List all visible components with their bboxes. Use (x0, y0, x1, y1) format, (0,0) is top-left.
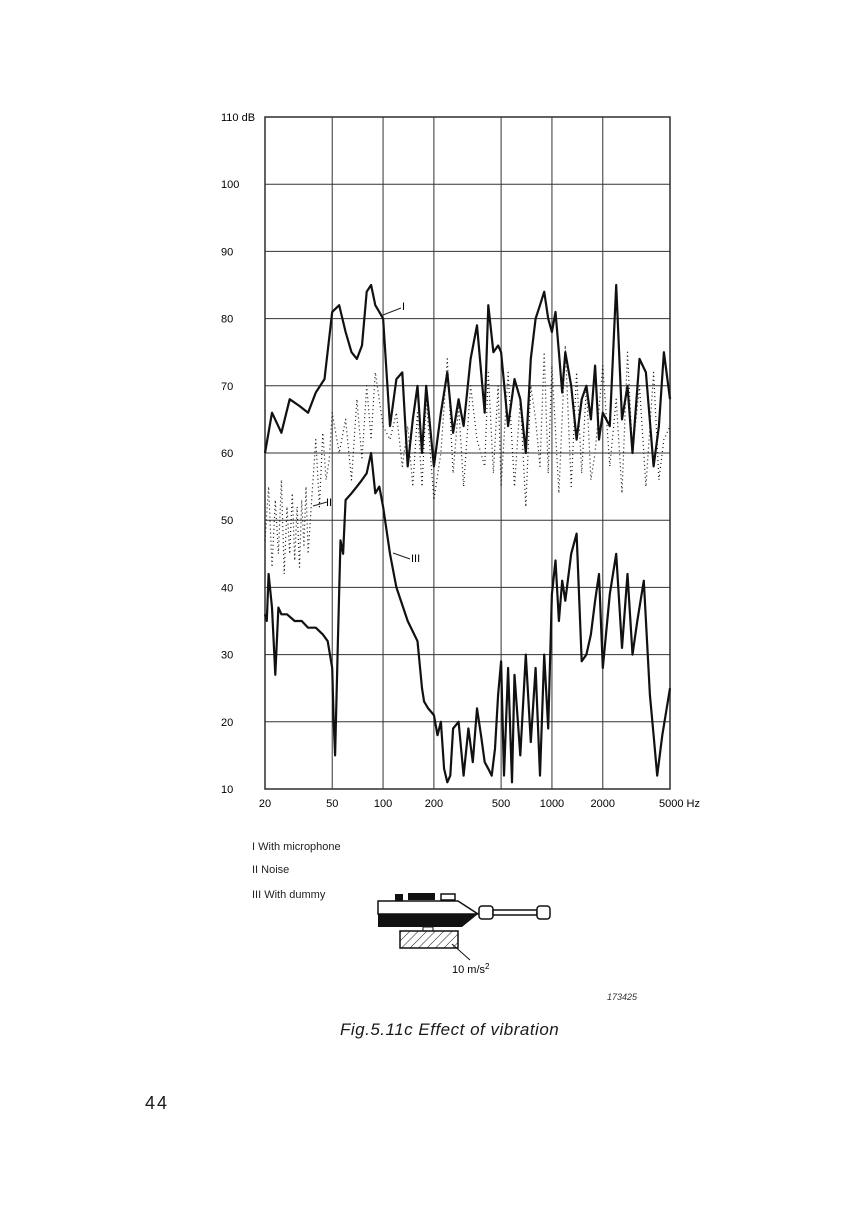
acceleration-value: 10 m/s (452, 964, 486, 976)
label-III: III (411, 553, 420, 565)
x-tick-label: 5000 Hz (659, 798, 700, 810)
tonearm-cap-mid (408, 893, 435, 900)
label-II: II (326, 497, 332, 509)
y-tick-label: 60 (221, 448, 233, 460)
chart-grid (264, 116, 671, 790)
y-tick-label: 100 (221, 179, 239, 191)
figure-caption: Fig.5.11c Effect of vibration (340, 1020, 560, 1039)
series-I-line (263, 283, 672, 468)
microphone-stem (492, 909, 538, 916)
x-tick-label: 500 (492, 798, 510, 810)
y-tick-label: 90 (221, 246, 233, 258)
label-I: I (402, 301, 405, 313)
pickup-body-upper (377, 900, 481, 915)
page-number: 44 (145, 1093, 170, 1113)
shaker-base (399, 930, 459, 949)
label-III-leader (392, 552, 411, 560)
y-tick-label: 80 (221, 314, 233, 326)
series-III-line (263, 451, 672, 784)
y-tick-label: 40 (221, 582, 233, 594)
legend-item-with-microphone: I With microphone (252, 841, 341, 853)
x-tick-label: 100 (374, 798, 392, 810)
x-tick-label: 20 (259, 798, 271, 810)
y-tick-label: 70 (221, 381, 233, 393)
y-tick-label: 20 (221, 717, 233, 729)
figure-id: 173425 (607, 992, 638, 1002)
label-I-leader (382, 307, 402, 316)
y-tick-label: 30 (221, 650, 233, 662)
vibration-setup-diagram: 10 m/s2 (377, 893, 551, 976)
x-tick-label: 2000 (591, 798, 615, 810)
x-tick-label: 1000 (540, 798, 564, 810)
series-lines (263, 283, 672, 784)
accel-leader (451, 943, 471, 961)
acceleration-label: 10 m/s2 (452, 962, 490, 976)
pickup-body-lower (378, 914, 478, 927)
curve-labels: I II III (312, 301, 420, 565)
y-tick-label: 110 dB (221, 112, 255, 124)
y-tick-label: 10 (221, 784, 233, 796)
x-tick-label: 200 (425, 798, 443, 810)
tonearm-cap-right (440, 893, 456, 901)
acceleration-exponent: 2 (485, 962, 490, 971)
x-tick-label: 50 (326, 798, 338, 810)
legend-item-noise: II Noise (252, 864, 290, 876)
microphone-capsule (478, 905, 494, 920)
tick-labels: 110 dB 100 90 80 70 60 50 40 30 20 10 20 50 100 200 500… (221, 112, 700, 810)
legend-item-with-dummy: III With dummy (252, 889, 326, 901)
y-tick-label: 50 (221, 515, 233, 527)
microphone-end (536, 905, 551, 920)
label-II-leader (312, 501, 328, 507)
tonearm-cap-left (395, 894, 403, 901)
